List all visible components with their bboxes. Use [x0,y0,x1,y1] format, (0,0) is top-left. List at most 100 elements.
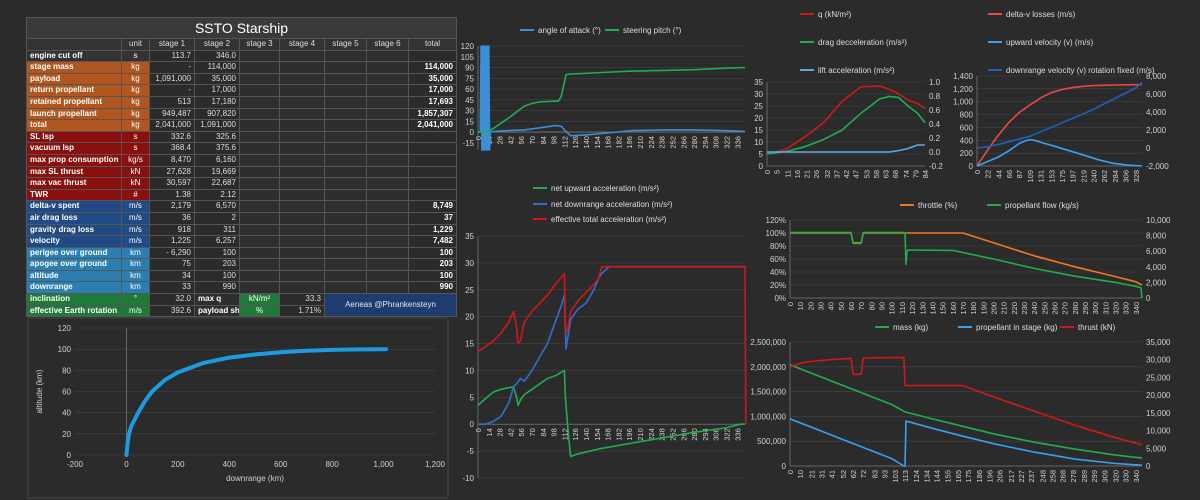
total-value [408,130,457,144]
x-tick-label: 186 [975,470,984,483]
x-tick-label: 153 [1047,170,1056,183]
x-tick-label: 0 [474,136,483,140]
y-tick-label: 40% [770,268,786,277]
table-row: SL Isp s 332.6 325.6 [26,130,457,144]
y2-tick-label: 0.0 [929,148,941,157]
row-label: max vac thrust [26,177,122,190]
stage6-value [366,188,409,202]
y-tick-label: 2,000,000 [750,363,786,372]
y-tick-label: 10 [465,366,474,375]
x-tick-label: 258 [1048,470,1057,483]
x-tick-label: 252 [668,136,677,149]
legend-label: drag decceleration (m/s²) [818,38,907,47]
x-tick-label: 238 [658,136,667,149]
x-tick-label: 1,000 [374,460,395,469]
table-row: retained propellant kg 513 17,180 17,693 [26,95,457,109]
total-value [408,188,457,202]
y-tick-label: 600 [960,123,974,132]
x-tick-label: 22 [984,170,993,178]
x-tick-label: 70 [528,428,537,436]
x-tick-label: 98 [550,428,559,436]
x-tick-label: 299 [1090,470,1099,483]
x-tick-label: 155 [944,470,953,483]
series-line-lift [767,144,925,153]
x-tick-label: 84 [539,136,548,144]
x-tick-label: 322 [722,428,731,441]
row-unit: # [121,188,150,202]
series-line-q [766,85,926,155]
payload-share-label: payload share [194,304,240,318]
row-unit: m/s [121,223,150,237]
payload-share-value: 1.71% [279,304,325,318]
y-tick-label: 105 [461,53,475,62]
y2-tick-label: 2,000 [1146,126,1167,135]
x-tick-label: 320 [1112,470,1121,483]
x-tick-label: 140 [928,302,937,315]
x-tick-label: 210 [636,428,645,441]
table-row: perigee over ground km - 6,290 100 100 [26,246,457,260]
x-tick-label: 56 [517,136,526,144]
stage1-value: 2,041,000 [149,119,195,132]
x-tick-label: 224 [647,136,656,149]
x-tick-label: 206 [996,470,1005,483]
x-tick-label: 126 [571,428,580,441]
y-tick-label: 60 [465,85,474,94]
x-tick-label: 60 [847,302,856,310]
x-tick-label: 87 [1015,170,1024,178]
row-label: air drag loss [26,211,122,225]
x-tick-label: 53 [863,170,872,178]
x-tick-label: 309 [1100,470,1109,483]
x-tick-label: 252 [668,428,677,441]
stage5-value [324,211,367,225]
x-tick-label: 74 [902,170,911,178]
y2-tick-label: 0.8 [929,92,941,101]
stage6-value [366,235,409,248]
table-row: payload kg 1,091,000 35,000 35,000 [26,72,457,86]
legend-label: propellant in stage (kg) [976,323,1058,332]
y2-tick-label: 0.6 [929,106,941,115]
x-tick-label: 308 [712,136,721,149]
y-tick-label: 1,200 [953,85,974,94]
y-tick-label: 0 [67,451,72,460]
series-line-effective-total [477,265,747,425]
x-tick-label: 800 [325,460,339,469]
x-tick-label: 140 [582,136,591,149]
stage5-value [324,130,367,144]
y-tick-label: 45 [465,96,474,105]
x-tick-label: 11 [784,170,793,178]
y-tick-label: 15 [465,340,474,349]
x-tick-label: 268 [1059,470,1068,483]
stage4-value [279,211,325,225]
x-tick-label: 70 [528,136,537,144]
x-tick-label: 196 [625,428,634,441]
x-tick-label: 84 [539,428,548,436]
y2-tick-label: 4,000 [1146,108,1167,117]
x-tick-label: 150 [939,302,948,315]
total-value [408,49,457,63]
legend-label: steering pitch (°) [623,26,682,35]
x-tick-label: 21 [803,170,812,178]
stage4-value [279,130,325,144]
x-tick-label: 240 [1089,170,1098,183]
x-tick-label: 0 [786,302,795,306]
x-tick-label: 84 [921,170,930,178]
table-row: delta-v spent m/s 2,179 6,570 8,749 [26,200,457,213]
series-line-thrust [789,356,1143,446]
x-tick-label: 336 [733,136,742,149]
x-tick-label: 140 [582,428,591,441]
x-tick-label: 0 [763,170,772,174]
row-unit: kg/s [121,153,150,167]
y-tick-label: 120 [58,324,72,333]
stage6-value [366,177,409,190]
row-label: max prop consumption [26,153,122,167]
y-tick-label: 80 [62,366,71,375]
x-tick-label: 130 [918,302,927,315]
x-tick-label: 200 [989,302,998,315]
x-tick-label: 190 [979,302,988,315]
stage6-value [366,142,409,155]
y-axis-title: altitude (km) [35,369,44,413]
x-tick-label: 308 [712,428,721,441]
total-value [408,177,457,190]
stage1-value: 8,470 [149,153,195,167]
y-tick-label: 30 [465,259,474,268]
